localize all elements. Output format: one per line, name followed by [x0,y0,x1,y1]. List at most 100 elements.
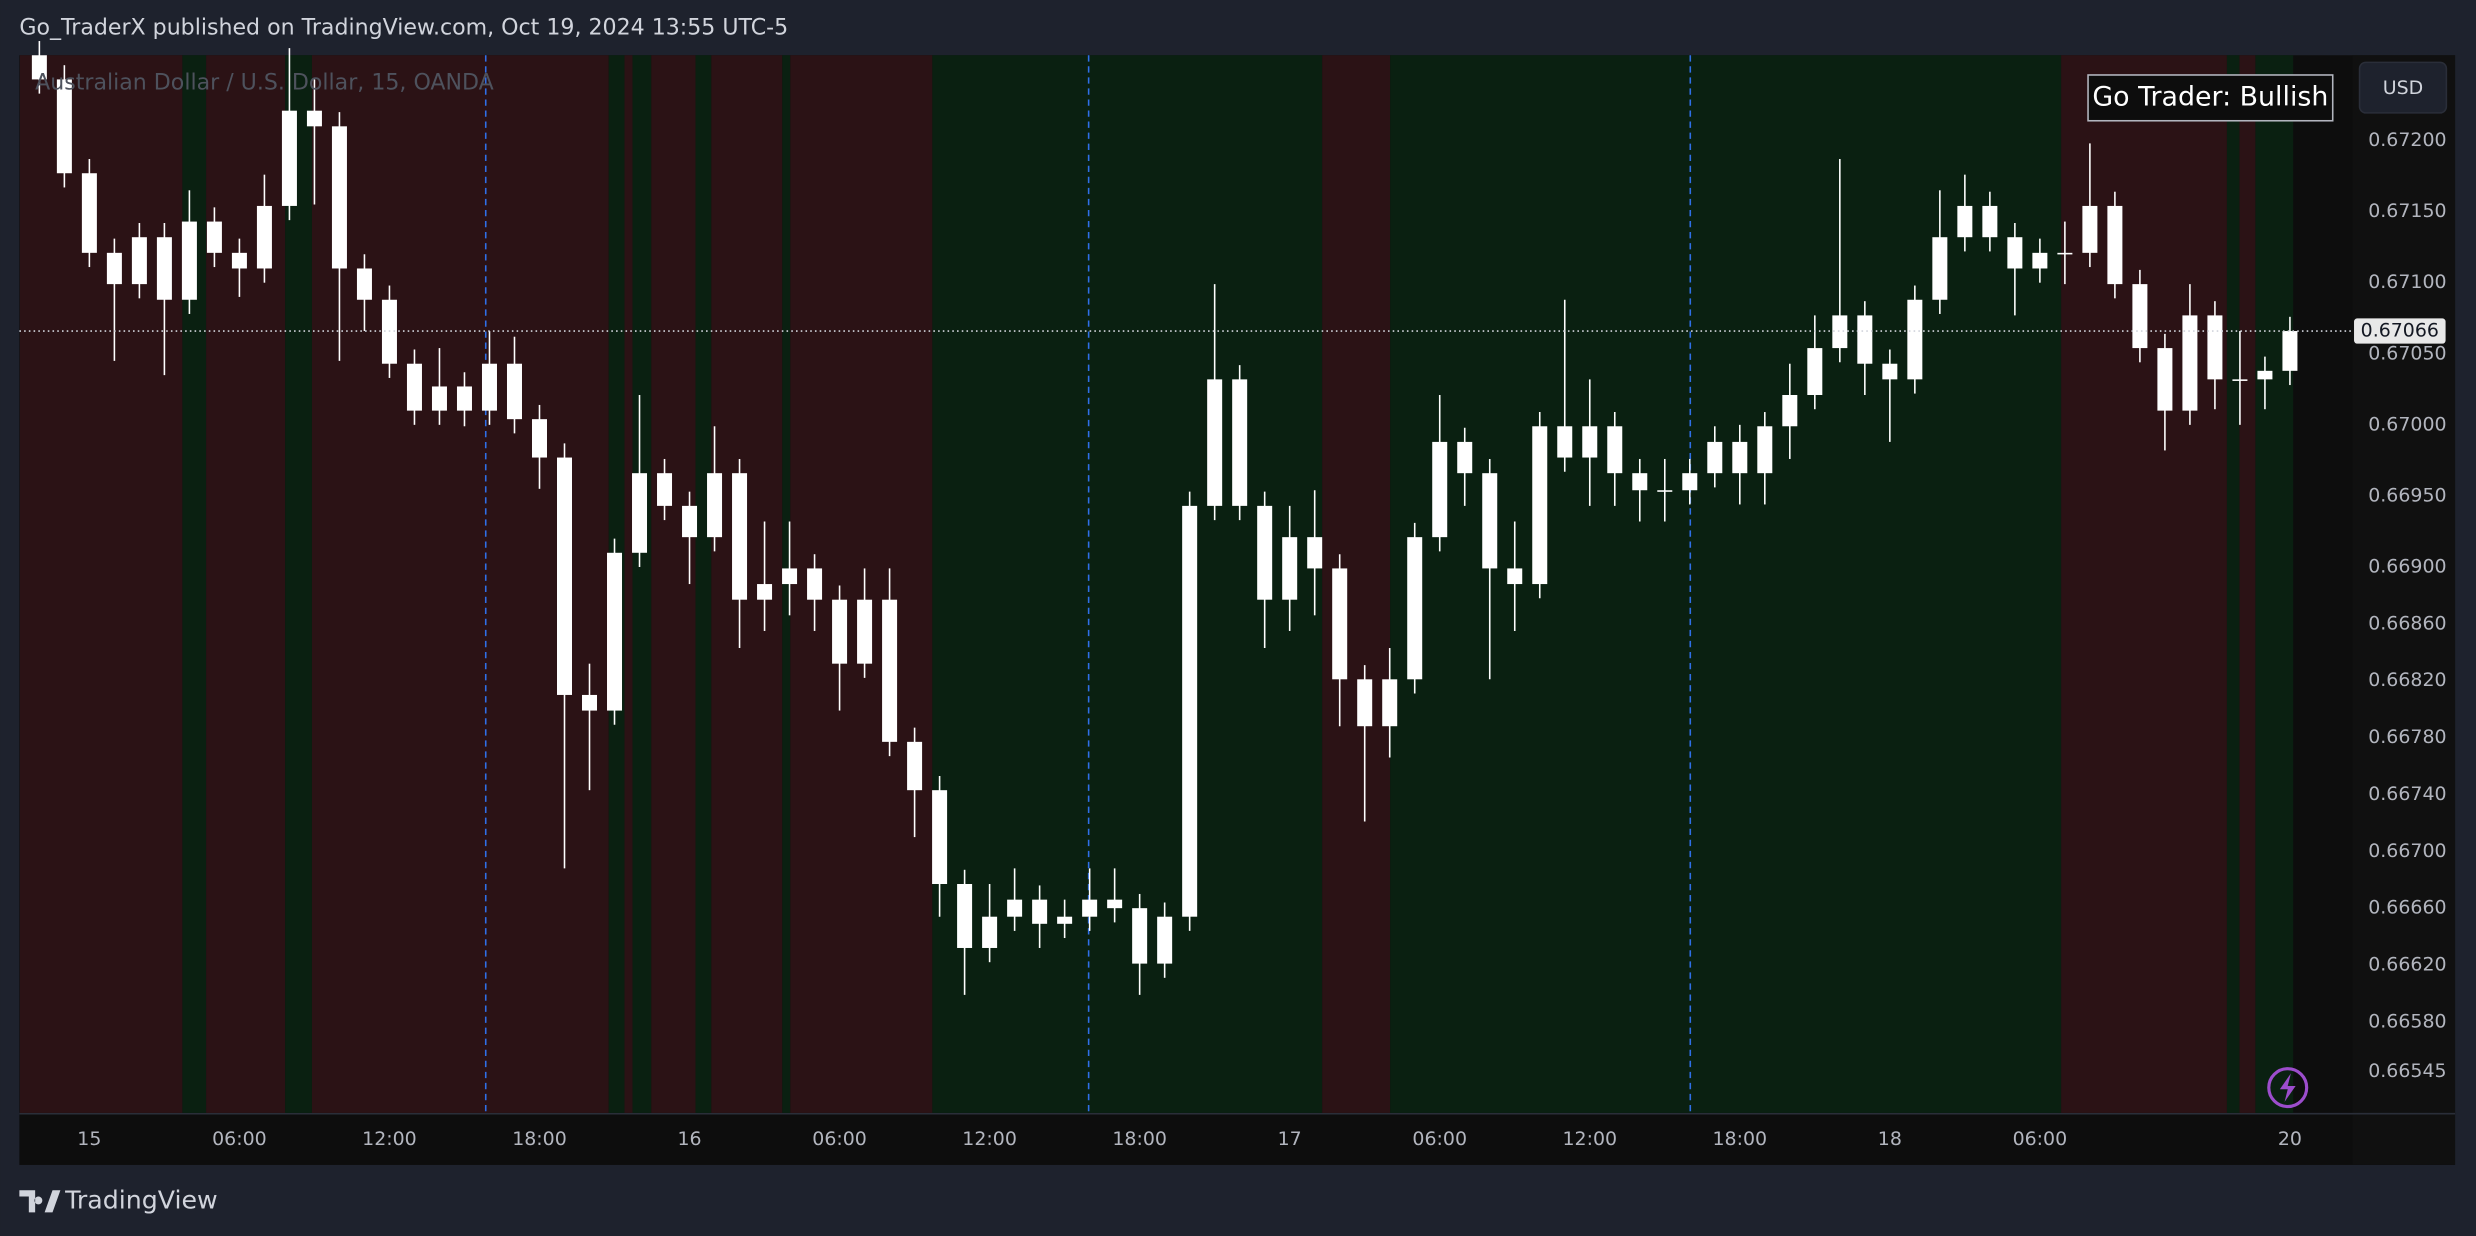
indicator-box [2087,74,2334,122]
zone [285,55,312,1113]
candle-body [1332,568,1348,680]
price-axis-background [2352,55,2456,1165]
x-tick-label: 06:00 [212,1128,267,1150]
candle-body [481,363,497,411]
candle-body [281,110,297,206]
brand-name: TradingView [64,1185,218,1214]
candle-body [1032,899,1048,924]
candle-body [707,473,723,538]
x-tick-label: 20 [2278,1128,2302,1150]
candle-body [957,884,973,948]
candle-body [1782,394,1798,427]
candle-body [1932,237,1948,300]
candle-body [1532,426,1548,585]
candle-body [1882,363,1898,380]
candle-body [1632,473,1648,491]
x-tick-label: 17 [1278,1128,1302,1150]
candle-body [1457,441,1473,474]
candle-body [1807,348,1823,395]
candle-body [1182,505,1198,917]
zone [651,55,696,1113]
x-tick-label: 06:00 [1412,1128,1467,1150]
alert-icon[interactable] [2267,1067,2309,1109]
candle-body [907,741,923,791]
x-tick-label: 06:00 [812,1128,867,1150]
candles [31,41,2298,995]
candle-body [456,386,472,411]
y-tick-label: 0.66660 [2368,897,2446,919]
candle-body [1232,379,1248,506]
candle-body [1207,379,1223,506]
candle-body [882,599,898,742]
candle-body [306,110,322,127]
currency-button[interactable] [2358,61,2448,114]
candle-body [1682,473,1698,491]
candle-body [1832,315,1848,349]
zone [1390,55,2062,1113]
candle-body [506,363,522,420]
zone [695,55,712,1113]
candle-body [206,221,222,253]
candle-body [732,473,748,600]
candle-body [1982,205,1998,238]
x-tick-label: 18:00 [512,1128,567,1150]
y-tick-label: 0.66620 [2368,954,2446,976]
candle-body [982,916,998,948]
candle-body [657,473,673,506]
candle-body [832,599,848,664]
candle-body [1357,679,1373,727]
candle-body [1482,473,1498,569]
candle-body [2257,370,2273,380]
zones [19,55,2294,1113]
y-tick-label: 0.66780 [2368,726,2446,748]
candle-body [1257,505,1273,600]
candle-body [156,237,172,300]
candle-body [81,173,97,253]
candle-body [431,386,447,411]
y-tick-label: 0.66545 [2368,1060,2446,1082]
candle-body [256,205,272,269]
y-tick-label: 0.66950 [2368,484,2446,506]
candle-body [1132,908,1148,964]
y-tick-label: 0.67100 [2368,271,2446,293]
candle-body [1957,205,1973,238]
y-tick-label: 0.66700 [2368,840,2446,862]
candle-body [531,419,547,458]
candle-body [1057,916,1073,924]
candle-body [556,457,573,695]
candle-body [2007,237,2023,269]
candle-body [331,126,347,269]
currency-label[interactable]: USD [2383,77,2423,99]
y-tick-label: 0.66900 [2368,556,2446,578]
candle-body [1082,899,1098,917]
header-title: Go_TraderX published on TradingView.com,… [19,14,788,40]
y-tick-label: 0.66820 [2368,669,2446,691]
candle-body [582,694,598,711]
candle-body [632,473,648,553]
candle-body [682,505,698,538]
zone [2255,55,2294,1113]
x-tick-label: 12:00 [1562,1128,1617,1150]
x-tick-label: 16 [677,1128,701,1150]
last-price-label: 0.67066 [2361,320,2439,342]
indicator-label: Go Trader: Bullish [2092,81,2328,112]
y-tick-label: 0.67000 [2368,413,2446,435]
candle-body [782,568,798,585]
axes: 0.67200 0.67150 0.67100 0.67050 0.67000 0.669… [77,129,2446,1150]
candle-body [1307,537,1323,569]
symbol-label: Australian Dollar / U.S. Dollar, 15, OAN… [35,70,494,96]
candle-body [2157,348,2173,411]
candle-body [31,55,47,80]
candle-body [406,363,422,411]
candle-body [2207,315,2223,380]
candle-body [2182,315,2198,411]
x-tick-label: 12:00 [962,1128,1017,1150]
candle-body [1507,568,1523,585]
candle-body [1732,441,1748,474]
zone [182,55,207,1113]
candle-body [2107,205,2123,285]
y-tick-label: 0.66580 [2368,1010,2446,1032]
candle-body [1432,441,1448,538]
candle-body [1282,537,1298,600]
